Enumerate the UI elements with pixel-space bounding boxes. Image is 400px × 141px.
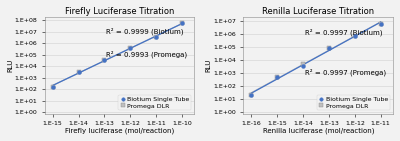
- Legend: Biotium Single Tube, Promega DLR: Biotium Single Tube, Promega DLR: [317, 95, 390, 110]
- Biotium Single Tube: [275, 76, 280, 78]
- Promega DLR: [249, 94, 254, 96]
- Line: Biotium Single Tube: Biotium Single Tube: [249, 22, 383, 97]
- Biotium Single Tube: [378, 23, 383, 24]
- Promega DLR: [180, 23, 184, 24]
- Promega DLR: [301, 63, 306, 65]
- Promega DLR: [102, 59, 107, 60]
- Biotium Single Tube: [352, 35, 357, 37]
- Biotium Single Tube: [249, 94, 254, 96]
- Biotium Single Tube: [128, 47, 133, 49]
- Biotium Single Tube: [301, 65, 306, 67]
- Promega DLR: [128, 47, 133, 49]
- Line: Biotium Single Tube: Biotium Single Tube: [51, 22, 184, 89]
- Biotium Single Tube: [326, 47, 331, 49]
- Promega DLR: [326, 47, 331, 49]
- Y-axis label: RLU: RLU: [206, 58, 212, 72]
- Biotium Single Tube: [102, 59, 107, 60]
- Line: Promega DLR: Promega DLR: [51, 22, 184, 89]
- Promega DLR: [154, 37, 159, 38]
- Promega DLR: [50, 86, 55, 88]
- Biotium Single Tube: [76, 71, 81, 73]
- Title: Firefly Luciferase Titration: Firefly Luciferase Titration: [65, 7, 174, 16]
- X-axis label: Firefly luciferase (mol/reaction): Firefly luciferase (mol/reaction): [65, 128, 174, 134]
- Biotium Single Tube: [180, 23, 184, 24]
- Text: R² = 0.9993 (Promega): R² = 0.9993 (Promega): [106, 50, 188, 58]
- Line: Promega DLR: Promega DLR: [249, 22, 383, 97]
- X-axis label: Renilla luciferase (mol/reaction): Renilla luciferase (mol/reaction): [262, 128, 374, 134]
- Legend: Biotium Single Tube, Promega DLR: Biotium Single Tube, Promega DLR: [118, 95, 191, 110]
- Text: R² = 0.9999 (Biotium): R² = 0.9999 (Biotium): [106, 27, 184, 35]
- Biotium Single Tube: [50, 86, 55, 88]
- Y-axis label: RLU: RLU: [7, 58, 13, 72]
- Promega DLR: [352, 35, 357, 37]
- Title: Renilla Luciferase Titration: Renilla Luciferase Titration: [262, 7, 374, 16]
- Text: R² = 0.9997 (Biotium): R² = 0.9997 (Biotium): [305, 29, 382, 37]
- Text: R² = 0.9997 (Promega): R² = 0.9997 (Promega): [305, 68, 386, 76]
- Promega DLR: [378, 23, 383, 24]
- Biotium Single Tube: [154, 37, 159, 38]
- Promega DLR: [76, 71, 81, 73]
- Promega DLR: [275, 76, 280, 78]
